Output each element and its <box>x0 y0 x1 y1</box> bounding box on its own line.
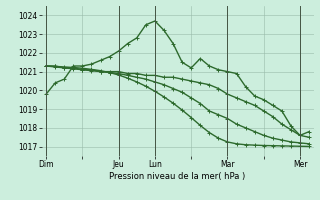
X-axis label: Pression niveau de la mer( hPa ): Pression niveau de la mer( hPa ) <box>109 172 246 181</box>
